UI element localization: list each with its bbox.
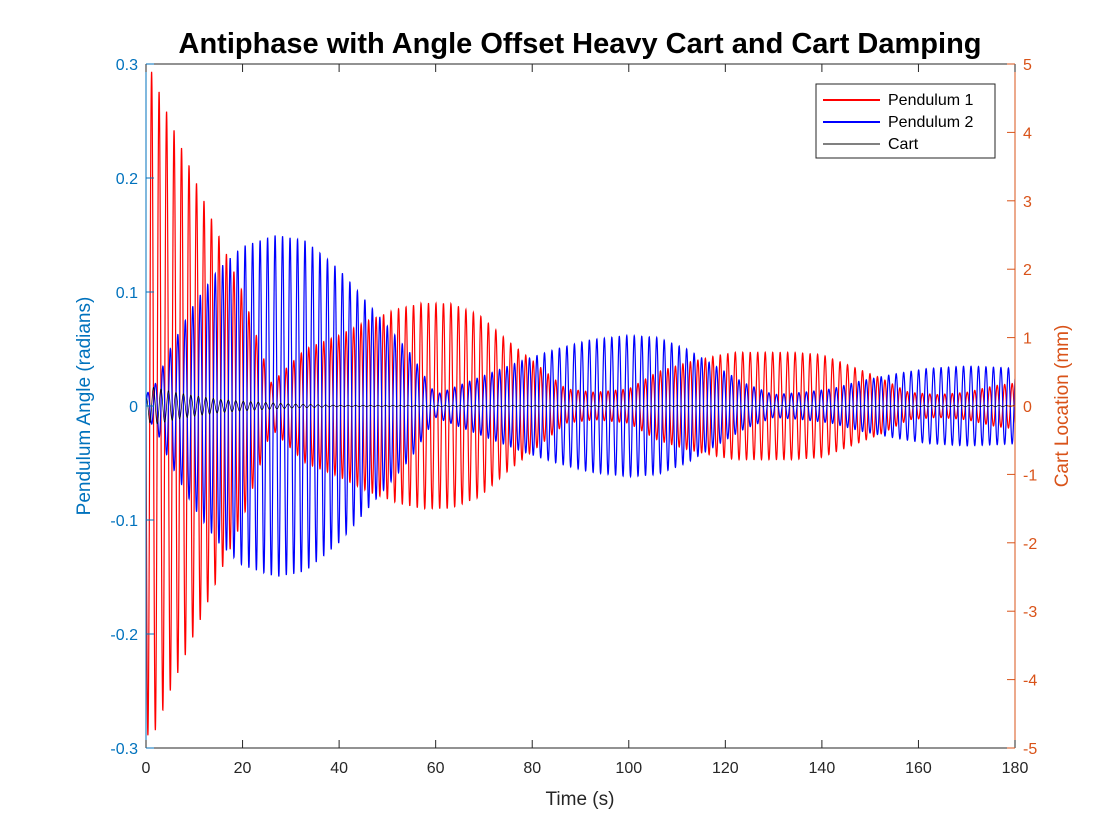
right-y-tick-label: 1	[1023, 331, 1032, 348]
right-y-ticks: -5 -4 -3 -2 -1 0 1 2 3 4 5	[1007, 57, 1037, 758]
left-y-tick-label: -0.3	[110, 741, 138, 758]
plot-area	[146, 71, 1015, 736]
chart-title: Antiphase with Angle Offset Heavy Cart a…	[179, 28, 982, 60]
legend-label-pendulum-2: Pendulum 2	[888, 114, 973, 131]
right-y-tick-label: -4	[1023, 673, 1037, 690]
x-tick-label: 120	[712, 760, 739, 777]
x-ticks: 0 20 40 60 80 100 120 140 160 180	[142, 64, 1029, 777]
x-tick-label: 40	[330, 760, 348, 777]
right-y-tick-label: 5	[1023, 57, 1032, 74]
left-y-tick-label: 0.1	[116, 285, 138, 302]
right-y-tick-label: -5	[1023, 741, 1037, 758]
x-tick-label: 80	[523, 760, 541, 777]
x-tick-label: 180	[1002, 760, 1029, 777]
right-y-tick-label: -1	[1023, 467, 1037, 484]
left-y-tick-label: -0.1	[110, 513, 138, 530]
right-y-tick-label: 2	[1023, 262, 1032, 279]
x-tick-label: 60	[427, 760, 445, 777]
right-y-tick-label: 4	[1023, 125, 1032, 142]
left-y-tick-label: 0.3	[116, 57, 138, 74]
x-tick-label: 140	[809, 760, 836, 777]
left-y-tick-label: 0.2	[116, 171, 138, 188]
right-y-axis-label: Cart Location (mm)	[1052, 325, 1073, 488]
series-pendulum-2	[146, 235, 1015, 577]
right-y-tick-label: -2	[1023, 536, 1037, 553]
x-tick-label: 0	[142, 760, 151, 777]
legend-label-cart: Cart	[888, 136, 919, 153]
right-y-tick-label: 0	[1023, 399, 1032, 416]
legend: Pendulum 1 Pendulum 2 Cart	[815, 83, 996, 159]
x-tick-label: 20	[234, 760, 252, 777]
x-tick-label: 100	[615, 760, 642, 777]
left-y-tick-label: -0.2	[110, 627, 138, 644]
left-y-tick-label: 0	[129, 399, 138, 416]
legend-label-pendulum-1: Pendulum 1	[888, 92, 973, 109]
left-y-ticks: -0.3 -0.2 -0.1 0 0.1 0.2 0.3	[110, 57, 154, 758]
x-tick-label: 160	[905, 760, 932, 777]
x-axis-label: Time (s)	[546, 789, 615, 810]
left-y-axis-label: Pendulum Angle (radians)	[74, 297, 95, 516]
series-cart	[146, 386, 1015, 425]
right-y-tick-label: 3	[1023, 194, 1032, 211]
right-y-tick-label: -3	[1023, 604, 1037, 621]
